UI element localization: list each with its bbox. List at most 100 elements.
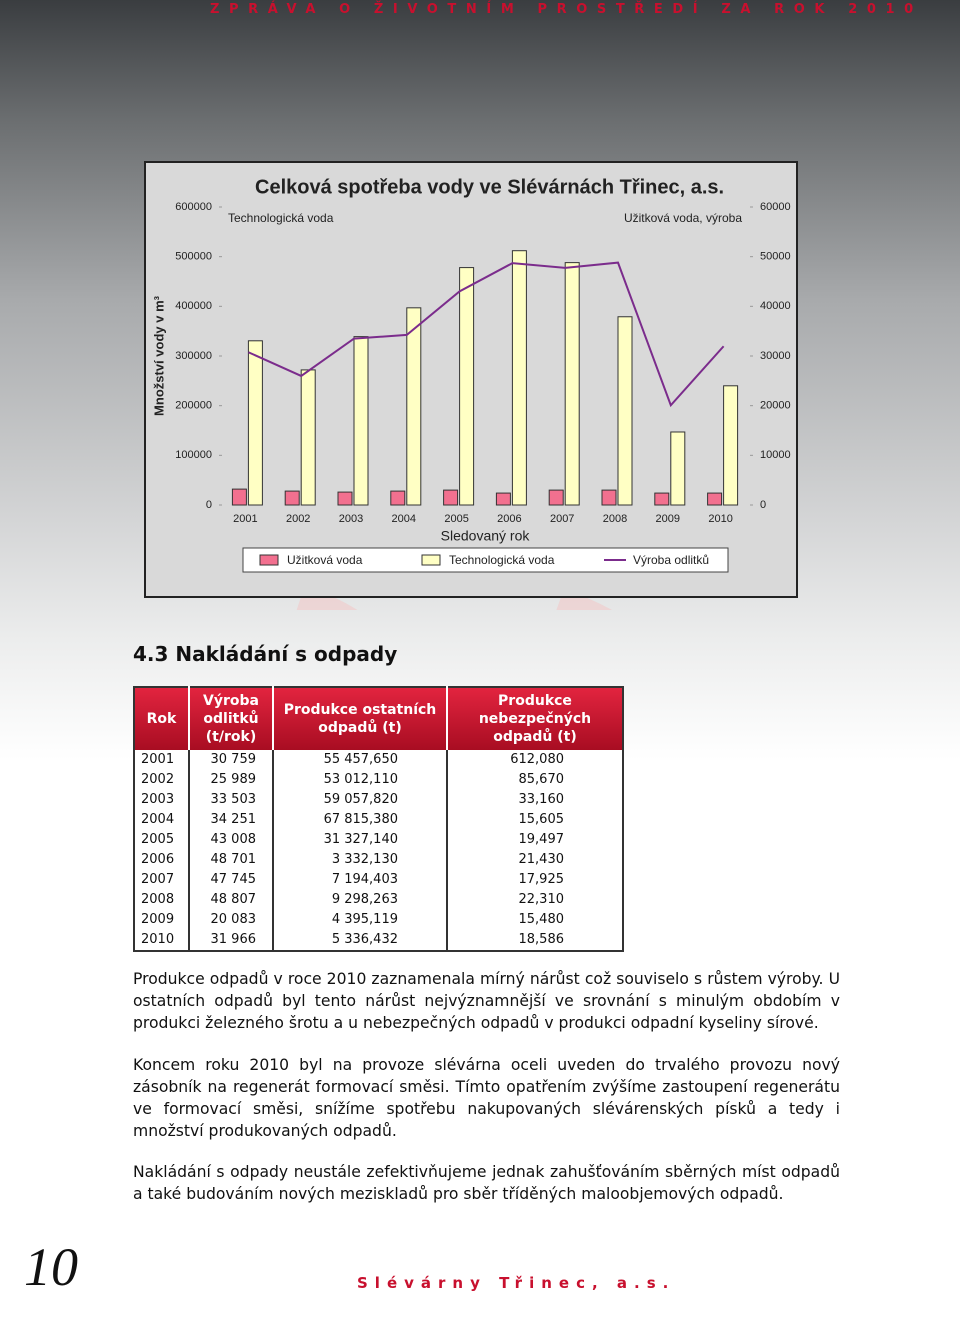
x-tick-label: 2002 — [286, 513, 310, 525]
table-cell: 2006 — [141, 852, 175, 867]
legend-label: Technologická voda — [449, 553, 555, 567]
chart: Celková spotřeba vody ve Slévárnách Třin… — [144, 161, 798, 610]
table-cell: 3 332,130 — [272, 850, 447, 870]
table-cell: 31 327,140 — [272, 830, 447, 850]
table-cell: 34 251 — [188, 810, 273, 830]
bar — [353, 336, 369, 506]
table-cell: 612,080 — [446, 750, 623, 770]
table-cell: 21,430 — [446, 850, 623, 870]
line — [247, 261, 725, 408]
bar — [670, 431, 686, 506]
table-cell: 47 745 — [188, 870, 273, 890]
paragraph: Produkce odpadů v roce 2010 zaznamenala … — [133, 970, 840, 1032]
bar — [548, 489, 564, 506]
table-cell: 2008 — [141, 892, 175, 907]
x-tick-label: 2003 — [339, 513, 363, 525]
paragraph: Nakládání s odpady neustále zefektivňuje… — [133, 1163, 840, 1203]
y-tick-label: 500000 — [175, 251, 212, 263]
table-cell: 2003 — [141, 792, 175, 807]
legend-label: Výroba odlitků — [633, 553, 709, 567]
bar — [723, 385, 739, 506]
y-tick-label: 0 — [206, 499, 212, 511]
x-tick-label: 2006 — [497, 513, 521, 525]
x-tick-label: 2010 — [708, 513, 732, 525]
table-cell: 48 807 — [188, 890, 273, 910]
table-cell: 33,160 — [446, 790, 623, 810]
decoration — [296, 585, 358, 610]
bar — [495, 492, 511, 506]
y-tick-label: 100000 — [175, 449, 212, 461]
x-tick-label: 2009 — [656, 513, 680, 525]
table-cell: 59 057,820 — [272, 790, 447, 810]
table-cell: 85,670 — [446, 770, 623, 790]
bar — [459, 267, 475, 506]
bar — [284, 490, 300, 506]
waste-table: Rok Výroba odlitků (t/rok) Produkce ostatn… — [133, 686, 624, 952]
bar — [247, 340, 263, 506]
table-cell: 53 012,110 — [272, 770, 447, 790]
table-row: 2010 31 966 5 336,432 18,586 — [134, 930, 623, 951]
y-axis-label: Množství vody v m³ — [151, 295, 166, 416]
legend-label: Užitková voda — [287, 553, 363, 567]
annotation: Technologická voda — [228, 211, 334, 225]
y-tick-label: 400000 — [175, 300, 212, 312]
table-row: 2001 30 759 55 457,650 612,080 — [134, 750, 623, 770]
table-cell: 2009 — [141, 912, 175, 927]
table-cell: 19,497 — [446, 830, 623, 850]
table-cell: 2010 — [141, 932, 175, 947]
bar — [601, 489, 617, 506]
y2-tick-label: 10000 — [760, 449, 791, 461]
y-tick-label: 600000 — [175, 201, 212, 213]
x-tick-label: 2001 — [233, 513, 257, 525]
table-cell: 48 701 — [188, 850, 273, 870]
table-cell: 18,586 — [446, 930, 623, 951]
table-row: 2004 34 251 67 815,380 15,605 — [134, 810, 623, 830]
y-tick-label: 300000 — [175, 350, 212, 362]
table-cell: 4 395,119 — [272, 910, 447, 930]
bar — [617, 316, 633, 506]
column-header: Výroba odlitků (t/rok) — [188, 687, 273, 750]
legend-swatch — [421, 554, 441, 566]
y2-tick-label: 50000 — [760, 251, 791, 263]
table-cell: 2004 — [141, 812, 175, 827]
table-cell: 2001 — [141, 752, 175, 767]
table-cell: 67 815,380 — [272, 810, 447, 830]
column-header: Produkce nebezpečných odpadů (t) — [446, 687, 623, 750]
y2-tick-label: 20000 — [760, 400, 791, 412]
chart-title: Celková spotřeba vody ve Slévárnách Třin… — [255, 176, 724, 198]
annotation: Užitková voda, výroba — [624, 211, 742, 225]
y2-tick-label: 30000 — [760, 350, 791, 362]
table-cell: 7 194,403 — [272, 870, 447, 890]
section-title: 4.3 Nakládání s odpady — [133, 642, 398, 666]
y2-tick-label: 60000 — [760, 201, 791, 213]
header: ZPRÁVA O ŽIVOTNÍM PROSTŘEDÍ ZA ROK 2010 — [210, 2, 923, 17]
decoration — [556, 588, 613, 610]
table-cell: 15,605 — [446, 810, 623, 830]
y2-tick-label: 0 — [760, 499, 766, 511]
bar — [654, 492, 670, 506]
table-cell: 22,310 — [446, 890, 623, 910]
table-cell: 17,925 — [446, 870, 623, 890]
paragraph: Koncem roku 2010 byl na provoze slévárna… — [133, 1056, 840, 1140]
x-axis-label: Sledovaný rok — [441, 528, 531, 544]
table-cell: 25 989 — [188, 770, 273, 790]
table-cell: 15,480 — [446, 910, 623, 930]
table-cell: 2005 — [141, 832, 175, 847]
table-cell: 9 298,263 — [272, 890, 447, 910]
table-body: 2001 30 759 55 457,650 612,080 2002 25 989 53 … — [134, 750, 623, 951]
x-tick-label: 2008 — [603, 513, 627, 525]
column-header: Rok — [134, 687, 189, 750]
table-cell: 43 008 — [188, 830, 273, 850]
table-row: 2007 47 745 7 194,403 17,925 — [134, 870, 623, 890]
y-tick-label: 200000 — [175, 400, 212, 412]
bar — [406, 307, 422, 506]
table-cell: 55 457,650 — [272, 750, 447, 770]
x-tick-label: 2004 — [392, 513, 416, 525]
bar — [337, 491, 353, 506]
x-tick-label: 2007 — [550, 513, 574, 525]
bar — [443, 489, 459, 506]
table-cell: 33 503 — [188, 790, 273, 810]
